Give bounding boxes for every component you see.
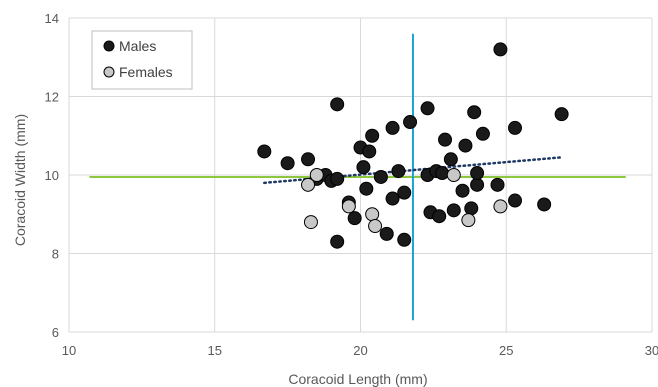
point-females — [493, 199, 508, 214]
point-males — [359, 181, 374, 196]
point-males — [356, 160, 371, 175]
y-tick-label: 14 — [45, 11, 59, 26]
point-males — [493, 42, 508, 57]
point-males — [301, 152, 316, 167]
y-tick-label: 12 — [45, 90, 59, 105]
reference-lines — [89, 33, 626, 321]
x-tick-label: 30 — [645, 343, 658, 358]
point-males — [280, 156, 295, 171]
point-males — [443, 152, 458, 167]
point-males — [397, 185, 412, 200]
legend-marker-males — [103, 40, 115, 52]
point-males — [446, 203, 461, 218]
point-females — [341, 199, 356, 214]
point-males — [420, 101, 435, 116]
legend-label-females: Females — [119, 64, 173, 80]
x-tick-label: 10 — [62, 343, 76, 358]
point-males — [257, 144, 272, 159]
y-tick-label: 6 — [52, 325, 59, 340]
point-males — [379, 226, 394, 241]
legend-marker-females — [103, 66, 115, 78]
point-females — [365, 207, 380, 222]
tick-labels: 10 15 20 25 30 6 8 10 12 14 — [45, 11, 658, 358]
data-points — [257, 42, 569, 249]
legend-label-males: Males — [119, 38, 156, 54]
point-males — [391, 164, 406, 179]
point-males — [330, 234, 345, 249]
point-males — [432, 209, 447, 224]
point-females — [461, 213, 476, 228]
grid — [68, 17, 653, 333]
point-males — [455, 183, 470, 198]
point-males — [507, 120, 522, 135]
point-males — [385, 120, 400, 135]
point-males — [464, 201, 479, 216]
point-females — [309, 168, 324, 182]
y-tick-label: 10 — [45, 168, 59, 183]
x-tick-label: 25 — [499, 343, 513, 358]
point-males — [347, 211, 362, 226]
point-males — [507, 193, 522, 208]
y-tick-label: 8 — [52, 247, 59, 262]
point-males — [330, 97, 345, 112]
point-males — [435, 166, 450, 181]
point-males — [362, 144, 377, 159]
point-males — [458, 138, 473, 153]
legend: Males Females — [91, 30, 193, 90]
x-axis-title: Coracoid Length (mm) — [288, 371, 427, 387]
point-males — [467, 105, 482, 120]
x-tick-label: 15 — [208, 343, 222, 358]
point-females — [368, 219, 383, 234]
point-males — [537, 197, 552, 212]
point-males — [330, 171, 345, 186]
x-tick-label: 20 — [353, 343, 367, 358]
point-females — [446, 168, 461, 182]
point-males — [554, 107, 569, 122]
point-males — [397, 232, 412, 247]
point-males — [475, 126, 490, 141]
point-females — [303, 215, 318, 230]
point-males — [490, 177, 505, 192]
point-females — [301, 177, 316, 192]
point-males — [373, 169, 388, 184]
point-males — [438, 132, 453, 147]
point-males — [470, 166, 485, 181]
point-males — [385, 191, 400, 206]
point-males — [470, 177, 485, 192]
point-males — [365, 128, 380, 143]
y-axis-title: Coracoid Width (mm) — [12, 114, 28, 246]
point-males — [403, 115, 418, 130]
